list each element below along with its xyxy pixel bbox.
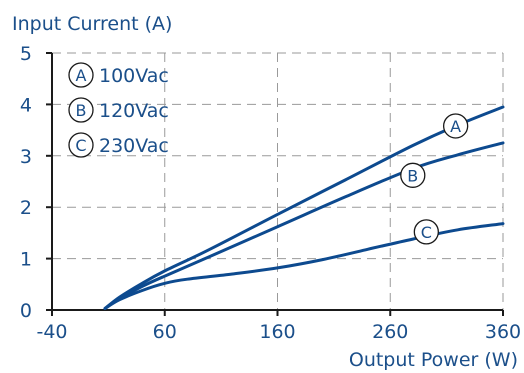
legend-label-b: 120Vac — [99, 100, 169, 122]
x-tick-label: -40 — [36, 321, 67, 343]
legend-circle-b — [68, 97, 94, 123]
x-tick-label: 360 — [485, 321, 521, 343]
tick-labels: 0 1 2 3 4 5 -40 60 160 260 360 — [20, 43, 521, 343]
x-axis-title: Output Power (W) — [349, 349, 518, 371]
marker-letter-b: B — [407, 166, 418, 185]
y-tick-label: 2 — [20, 197, 32, 219]
y-tick-label: 4 — [20, 94, 32, 116]
legend-circle-c — [68, 132, 94, 158]
marker-circle-a — [442, 113, 469, 139]
legend-letter-a: A — [76, 66, 87, 85]
axes — [46, 52, 504, 316]
legend-letter-c: C — [75, 136, 86, 155]
legend-letter-b: B — [76, 101, 87, 120]
legend-circle-a — [68, 62, 94, 88]
y-tick-label: 5 — [20, 43, 32, 65]
x-tick-label: 260 — [372, 321, 408, 343]
y-tick-label: 1 — [20, 249, 32, 271]
series-line-a — [103, 105, 505, 310]
marker-circle-b — [400, 162, 426, 188]
y-tick-label: 0 — [20, 300, 32, 322]
marker-circle-c — [413, 219, 439, 245]
legend: A 100Vac B 120Vac C 230Vac — [68, 62, 169, 158]
x-tick-label: 60 — [153, 321, 177, 343]
y-axis-title: Input Current (A) — [12, 13, 172, 35]
legend-label-c: 230Vac — [99, 135, 169, 157]
marker-letter-a: A — [450, 117, 461, 136]
line-markers: A B C — [400, 113, 469, 245]
y-tick-label: 3 — [20, 146, 32, 168]
legend-label-a: 100Vac — [99, 65, 169, 87]
grid — [52, 52, 504, 310]
series-line-b — [103, 141, 505, 310]
x-tick-label: 160 — [259, 321, 295, 343]
marker-letter-c: C — [421, 223, 432, 242]
